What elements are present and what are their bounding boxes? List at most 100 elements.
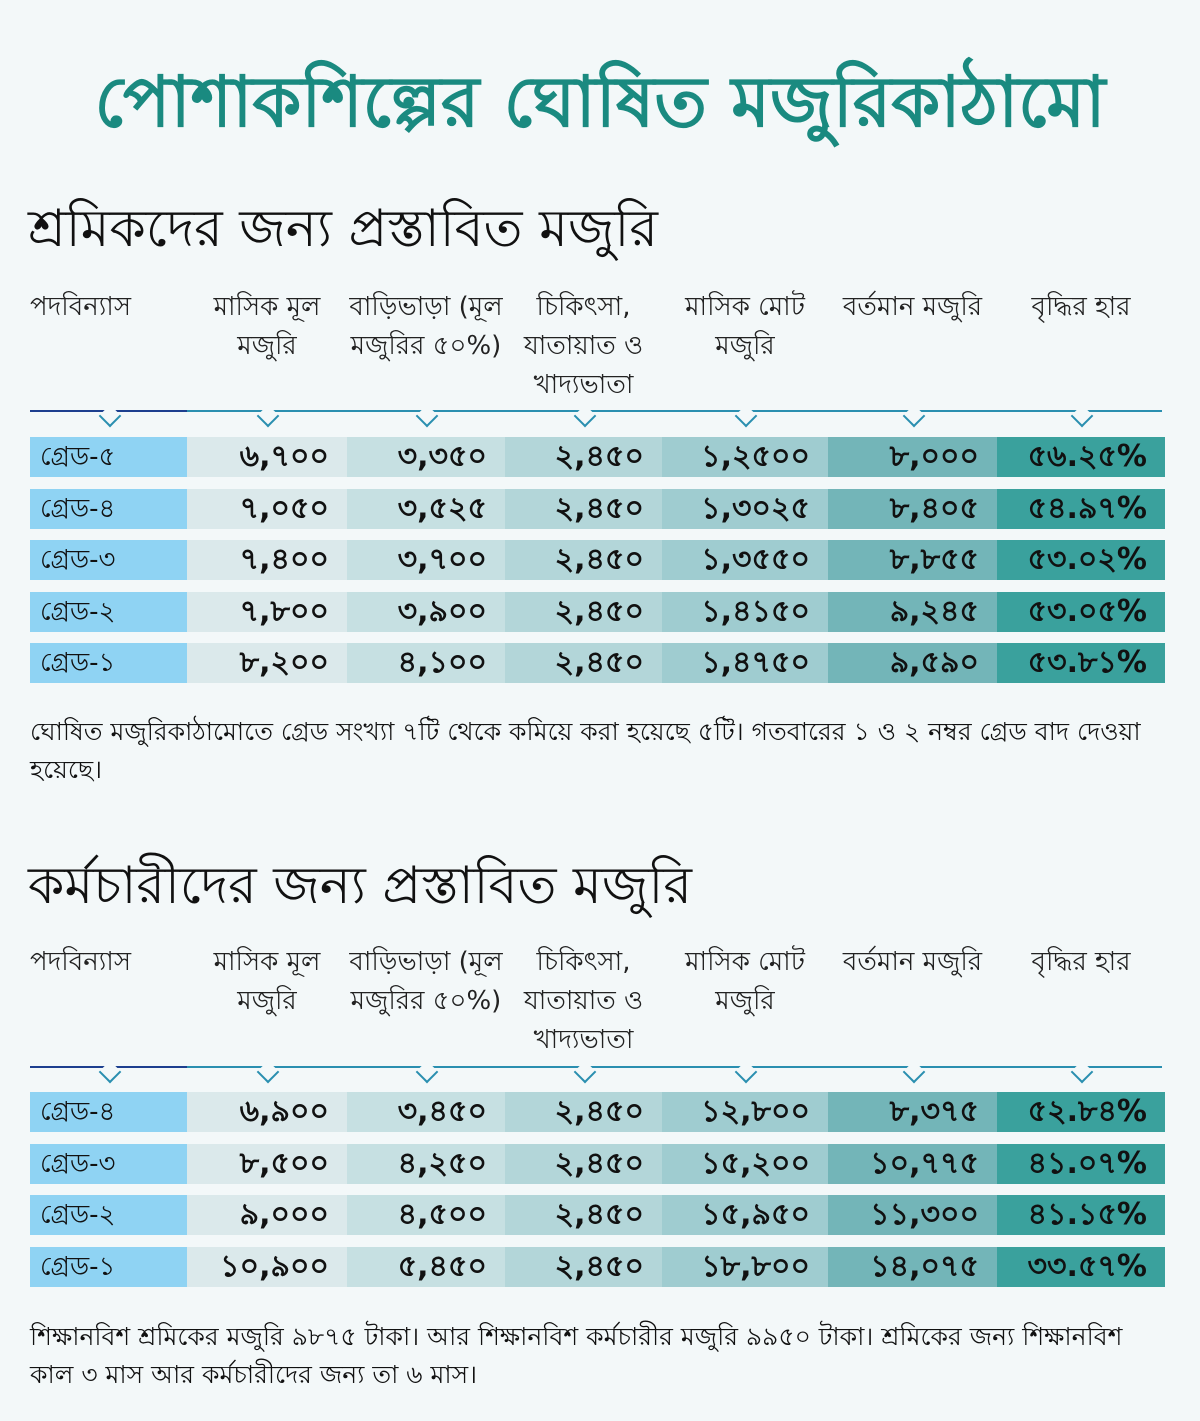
cell-house-rent: ৪,৫০০ — [347, 1195, 505, 1235]
cell-basic-wage: ৭,৮০০ — [187, 591, 347, 632]
cell-current-wage: ৮,৩৭৫ — [828, 1092, 997, 1132]
cell-house-rent: ৪,১০০ — [347, 643, 505, 683]
chevron-down-icon — [256, 404, 280, 428]
cell-medical-transport-food: ২,৪৫০ — [505, 488, 662, 529]
chevron-down-icon — [415, 404, 439, 428]
column-header-monthly-total: মাসিক মোট মজুরি — [685, 947, 805, 1016]
cell-monthly-total: ১,৪৭৫০ — [662, 643, 828, 683]
column-header-current-wage: বর্তমান মজুরি — [842, 947, 983, 977]
cell-monthly-total: ১,৩০২৫ — [662, 488, 828, 529]
column-header-medical-transport-food: চিকিৎসা, যাতায়াত ও খাদ্যভাতা — [523, 292, 644, 400]
column-header-increase-rate: বৃদ্ধির হার — [1031, 947, 1131, 977]
workers-header-divider — [30, 404, 1162, 428]
cell-designation: গ্রেড-২ — [30, 591, 187, 632]
column-header-designation: পদবিন্যাস — [30, 292, 131, 322]
column-header-basic-wage: মাসিক মূল মজুরি — [213, 947, 321, 1016]
chevron-down-icon — [1070, 1060, 1094, 1084]
cell-basic-wage: ৮,২০০ — [187, 643, 347, 683]
cell-basic-wage: ৭,০৫০ — [187, 488, 347, 529]
cell-basic-wage: ৬,৯০০ — [187, 1092, 347, 1132]
table-row: গ্রেড-৩ ৭,৪০০ ৩,৭০০ ২,৪৫০ ১,৩৫৫০ ৮,৮৫৫ ৫৩.০২% — [30, 540, 1165, 580]
cell-house-rent: ৩,৭০০ — [347, 540, 505, 580]
table-row: গ্রেড-৪ ৭,০৫০ ৩,৫২৫ ২,৪৫০ ১,৩০২৫ ৮,৪০৫ ৫৪.৯৭% — [30, 488, 1165, 529]
column-header-basic-wage: মাসিক মূল মজুরি — [213, 292, 321, 361]
chevron-down-icon — [256, 1060, 280, 1084]
cell-basic-wage: ৯,০০০ — [187, 1195, 347, 1235]
cell-medical-transport-food: ২,৪৫০ — [505, 1143, 662, 1184]
cell-basic-wage: ৮,৫০০ — [187, 1143, 347, 1184]
cell-current-wage: ৮,৮৫৫ — [828, 540, 997, 580]
table-row: গ্রেড-২ ৯,০০০ ৪,৫০০ ২,৪৫০ ১৫,৯৫০ ১১,৩০০ ৪১.১৫% — [30, 1195, 1165, 1235]
chevron-down-icon — [734, 1060, 758, 1084]
table-row: গ্রেড-৪ ৬,৯০০ ৩,৪৫০ ২,৪৫০ ১২,৮০০ ৮,৩৭৫ ৫২.৮৪% — [30, 1092, 1165, 1132]
cell-house-rent: ৫,৪৫০ — [347, 1246, 505, 1287]
cell-increase-rate: ৩৩.৫৭% — [997, 1246, 1165, 1287]
staff-column-headers: পদবিন্যাস মাসিক মূল মজুরি বাড়িভাড়া (মূল … — [30, 943, 1165, 1060]
cell-monthly-total: ১,৪১৫০ — [662, 591, 828, 632]
cell-designation: গ্রেড-৪ — [30, 488, 187, 529]
chevron-down-icon — [98, 404, 121, 428]
column-header-monthly-total: মাসিক মোট মজুরি — [685, 292, 805, 361]
cell-current-wage: ১৪,০৭৫ — [828, 1246, 997, 1287]
chevron-down-icon — [902, 404, 925, 428]
table-row: গ্রেড-৩ ৮,৫০০ ৪,২৫০ ২,৪৫০ ১৫,২০০ ১০,৭৭৫ ৪১.০৭% — [30, 1143, 1165, 1184]
column-header-designation: পদবিন্যাস — [30, 947, 131, 977]
cell-medical-transport-food: ২,৪৫০ — [505, 540, 662, 580]
cell-increase-rate: ৫৩.০৫% — [997, 591, 1165, 632]
workers-column-headers: পদবিন্যাস মাসিক মূল মজুরি বাড়িভাড়া (মূল … — [30, 288, 1165, 405]
page-title: পোশাকশিল্পের ঘোষিত মজুরিকাঠামো — [94, 61, 1106, 143]
cell-increase-rate: ৫৪.৯৭% — [997, 488, 1165, 529]
chevron-down-icon — [734, 404, 758, 428]
cell-monthly-total: ১,২৫০০ — [662, 437, 828, 477]
staff-header-divider — [30, 1060, 1162, 1084]
cell-house-rent: ৩,৪৫০ — [347, 1092, 505, 1132]
cell-current-wage: ৯,২৪৫ — [828, 591, 997, 632]
staff-note: শিক্ষানবিশ শ্রমিকের মজুরি ৯৮৭৫ টাকা। আর … — [30, 1322, 1123, 1389]
cell-increase-rate: ৪১.১৫% — [997, 1195, 1165, 1235]
chevron-down-icon — [98, 1060, 121, 1084]
cell-increase-rate: ৫৩.০২% — [997, 540, 1165, 580]
chevron-down-icon — [573, 404, 596, 428]
cell-designation: গ্রেড-১ — [30, 1246, 187, 1287]
cell-house-rent: ৪,২৫০ — [347, 1143, 505, 1184]
cell-current-wage: ৯,৫৯০ — [828, 643, 997, 683]
column-header-current-wage: বর্তমান মজুরি — [842, 292, 983, 322]
table-row: গ্রেড-৫ ৬,৭০০ ৩,৩৫০ ২,৪৫০ ১,২৫০০ ৮,০০০ ৫৬.২৫% — [30, 437, 1165, 477]
cell-medical-transport-food: ২,৪৫০ — [505, 591, 662, 632]
cell-monthly-total: ১৮,৮০০ — [662, 1246, 828, 1287]
column-header-house-rent: বাড়িভাড়া (মূল মজুরির ৫০%) — [349, 292, 503, 361]
cell-monthly-total: ১৫,২০০ — [662, 1143, 828, 1184]
cell-monthly-total: ১,৩৫৫০ — [662, 540, 828, 580]
column-header-house-rent: বাড়িভাড়া (মূল মজুরির ৫০%) — [349, 947, 503, 1016]
cell-medical-transport-food: ২,৪৫০ — [505, 437, 662, 477]
cell-designation: গ্রেড-৫ — [30, 437, 187, 477]
cell-current-wage: ১১,৩০০ — [828, 1195, 997, 1235]
cell-designation: গ্রেড-১ — [30, 643, 187, 683]
cell-house-rent: ৩,৩৫০ — [347, 437, 505, 477]
cell-basic-wage: ১০,৯০০ — [187, 1246, 347, 1287]
table-row: গ্রেড-১ ১০,৯০০ ৫,৪৫০ ২,৪৫০ ১৮,৮০০ ১৪,০৭৫ ৩৩.৫৭… — [30, 1246, 1165, 1287]
chevron-down-icon — [1070, 404, 1094, 428]
cell-designation: গ্রেড-৪ — [30, 1092, 187, 1132]
cell-house-rent: ৩,৫২৫ — [347, 488, 505, 529]
cell-increase-rate: ৫৩.৮১% — [997, 643, 1165, 683]
table-row: গ্রেড-২ ৭,৮০০ ৩,৯০০ ২,৪৫০ ১,৪১৫০ ৯,২৪৫ ৫৩.০৫% — [30, 591, 1165, 632]
cell-medical-transport-food: ২,৪৫০ — [505, 1195, 662, 1235]
cell-designation: গ্রেড-২ — [30, 1195, 187, 1235]
column-header-medical-transport-food: চিকিৎসা, যাতায়াত ও খাদ্যভাতা — [523, 947, 644, 1055]
workers-wage-table: গ্রেড-৫ ৬,৭০০ ৩,৩৫০ ২,৪৫০ ১,২৫০০ ৮,০০০ ৫৬.২৫% গ… — [30, 437, 1165, 695]
cell-increase-rate: ৫৬.২৫% — [997, 437, 1165, 477]
chevron-down-icon — [415, 1060, 439, 1084]
cell-basic-wage: ৭,৪০০ — [187, 540, 347, 580]
cell-designation: গ্রেড-৩ — [30, 1143, 187, 1184]
column-header-increase-rate: বৃদ্ধির হার — [1031, 292, 1131, 322]
staff-heading: কর্মচারীদের জন্য প্রস্তাবিত মজুরি — [28, 856, 692, 916]
table-row: গ্রেড-১ ৮,২০০ ৪,১০০ ২,৪৫০ ১,৪৭৫০ ৯,৫৯০ ৫৩.৮১% — [30, 643, 1165, 683]
cell-basic-wage: ৬,৭০০ — [187, 437, 347, 477]
staff-wage-table: গ্রেড-৪ ৬,৯০০ ৩,৪৫০ ২,৪৫০ ১২,৮০০ ৮,৩৭৫ ৫২.৮৪% গ… — [30, 1092, 1165, 1298]
cell-current-wage: ৮,০০০ — [828, 437, 997, 477]
cell-current-wage: ৮,৪০৫ — [828, 488, 997, 529]
cell-monthly-total: ১২,৮০০ — [662, 1092, 828, 1132]
cell-medical-transport-food: ২,৪৫০ — [505, 1092, 662, 1132]
cell-increase-rate: ৫২.৮৪% — [997, 1092, 1165, 1132]
